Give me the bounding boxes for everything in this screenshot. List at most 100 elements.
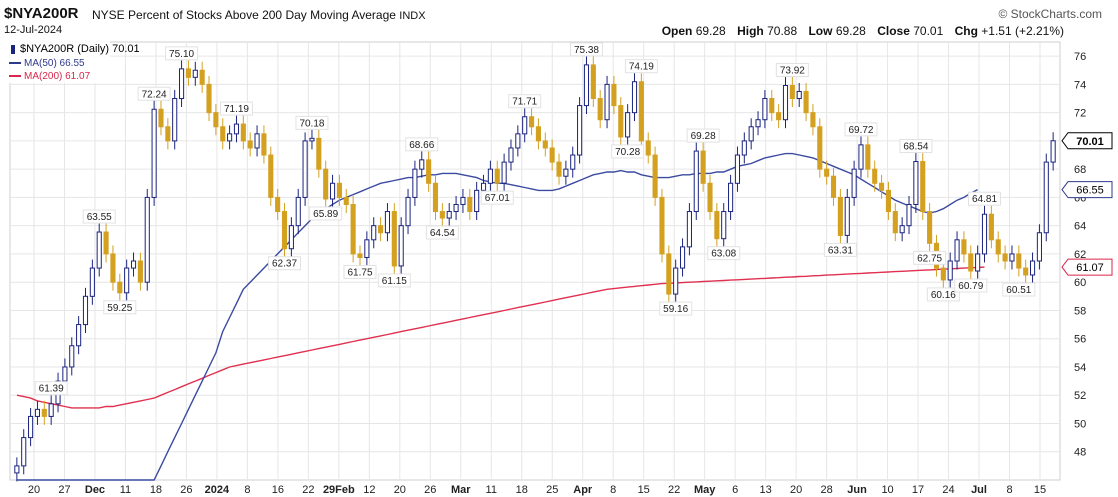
x-tick-label: 6 <box>732 484 738 496</box>
candle-body <box>645 140 651 156</box>
high-label: High <box>737 24 764 38</box>
x-tick-label: 22 <box>302 484 314 496</box>
candle-body <box>384 211 391 234</box>
candle-body <box>350 203 356 255</box>
price-tag-box <box>1061 258 1113 276</box>
x-tick-label: 29Feb <box>323 484 355 496</box>
candle-body <box>625 112 631 138</box>
candle-body <box>329 182 336 200</box>
close-label: Close <box>877 24 910 38</box>
candle-body <box>577 105 583 156</box>
candle-body <box>412 168 418 198</box>
annotation-label: 62.37 <box>272 259 297 270</box>
annotation-box <box>913 250 947 265</box>
candle-body <box>275 196 281 213</box>
candle-body <box>378 225 384 234</box>
candle-body <box>1050 140 1056 163</box>
ohlc-readout: Open 69.28 High 70.88 Low 69.28 Close 70… <box>654 24 1064 38</box>
legend-ma200: MA(200) 61.07 <box>24 71 91 82</box>
candle-body <box>556 161 562 177</box>
candle-body <box>611 83 617 107</box>
candle-body <box>570 154 576 170</box>
candle-body <box>302 140 308 198</box>
annotation-label: 64.54 <box>430 228 455 239</box>
candle-body <box>940 267 946 281</box>
candle-body <box>776 112 782 121</box>
candle-body <box>769 98 775 114</box>
y-axis: 48505254565860626466687072747670.0166.55… <box>1061 51 1113 459</box>
legend-main: $NYA200R (Daily) 70.01 <box>20 43 140 55</box>
annotation-box <box>569 42 603 57</box>
candle-body <box>34 408 41 417</box>
candle-body <box>679 246 686 269</box>
candle-body <box>240 123 246 142</box>
x-tick-label: 11 <box>120 484 131 496</box>
x-tick-label: 28 <box>820 484 832 496</box>
candle-body <box>741 140 747 156</box>
annotation-label: 62.75 <box>917 253 942 264</box>
candle-body <box>954 239 960 262</box>
candle-body <box>69 345 75 368</box>
x-tick-label: 8 <box>610 484 616 496</box>
annotation-box <box>954 278 988 293</box>
candle-body <box>748 126 754 142</box>
y-tick-label: 56 <box>1074 334 1086 346</box>
annotation-box <box>137 86 171 101</box>
candle-body <box>185 68 191 78</box>
candle-body <box>254 133 260 149</box>
candle-body <box>48 403 54 417</box>
open-label: Open <box>661 24 693 38</box>
candle-body <box>281 211 288 250</box>
x-tick-label: 15 <box>1034 484 1046 496</box>
annotation-label: 71.71 <box>512 97 537 108</box>
low-value: 69.28 <box>835 24 866 38</box>
candle-body <box>824 168 830 177</box>
annotation-box <box>1002 282 1036 297</box>
x-tick-label: 18 <box>150 484 162 496</box>
x-tick-label: 2024 <box>205 484 230 496</box>
candle-body <box>179 68 185 100</box>
ticker-symbol: $NYA200R <box>4 5 79 22</box>
candle-body <box>522 116 528 135</box>
candle-body <box>1029 260 1036 276</box>
candle-body <box>803 90 809 114</box>
candle-body <box>879 182 885 191</box>
y-tick-label: 58 <box>1074 305 1086 317</box>
annotation-box <box>926 287 960 302</box>
x-tick-label: 27 <box>58 484 70 496</box>
candle-body <box>858 144 864 170</box>
candle-body <box>460 196 466 205</box>
candle-body <box>288 225 294 250</box>
candle-body <box>590 64 596 100</box>
candle-body <box>261 133 267 156</box>
candle-body <box>76 324 82 347</box>
candle-body <box>700 150 706 184</box>
annotation-layer: 61.39 63.55 59.25 72.24 75.10 71.19 62.37 70.18… <box>34 42 1036 396</box>
candle-body <box>920 161 926 213</box>
x-tick-label: 20 <box>28 484 40 496</box>
annotation-label: 64.81 <box>972 194 997 205</box>
candle-body <box>117 281 123 294</box>
chart-description: NYSE Percent of Stocks Above 200 Day Mov… <box>92 8 426 22</box>
annotation-label: 59.16 <box>663 304 688 315</box>
candle-body <box>151 108 157 198</box>
candle-body <box>480 182 487 191</box>
candle-body <box>110 253 116 283</box>
annotation-box <box>480 190 514 205</box>
candle-body <box>474 189 480 213</box>
candle-body <box>535 126 541 142</box>
candle-body <box>865 144 871 170</box>
annotation-box <box>686 128 720 143</box>
candle-body <box>316 137 322 170</box>
candle-body <box>439 211 445 219</box>
annotation-box <box>405 137 439 152</box>
annotation-box <box>968 191 1002 206</box>
annotation-box <box>295 115 329 130</box>
x-tick-label: 16 <box>272 484 284 496</box>
annotation-box <box>425 225 459 240</box>
candle-body <box>357 253 363 258</box>
candle-body <box>192 69 198 78</box>
open-value: 69.28 <box>695 24 726 38</box>
annotation-label: 69.72 <box>848 125 873 136</box>
annotation-box <box>165 46 199 61</box>
